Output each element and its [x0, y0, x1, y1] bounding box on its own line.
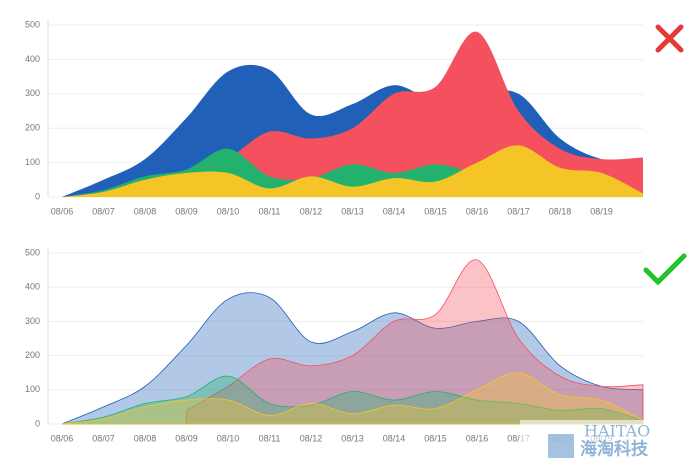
y-tick-label: 500 — [25, 19, 40, 29]
x-tick-label: 08/10 — [217, 206, 240, 216]
y-tick-label: 400 — [25, 282, 40, 292]
x-tick-label: 08/17 — [507, 433, 530, 443]
x-tick-label: 08/15 — [424, 433, 447, 443]
x-tick-label: 08/14 — [383, 433, 406, 443]
x-tick-label: 08/14 — [383, 206, 406, 216]
x-tick-label: 08/09 — [175, 433, 198, 443]
x-tick-label: 08/11 — [259, 206, 281, 216]
watermark: HAITAO 海淘科技 — [520, 420, 685, 462]
y-tick-label: 100 — [25, 384, 40, 394]
x-tick-label: 08/18 — [549, 206, 572, 216]
y-tick-label: 400 — [25, 54, 40, 64]
watermark-latin: HAITAO — [584, 422, 650, 441]
y-tick-label: 200 — [25, 123, 40, 133]
wrong-icon — [655, 24, 684, 53]
area — [186, 259, 644, 425]
x-tick-label: 08/09 — [175, 206, 198, 216]
x-tick-label: 08/08 — [134, 433, 157, 443]
x-tick-label: 08/12 — [300, 206, 323, 216]
y-tick-label: 300 — [25, 316, 40, 326]
x-tick-label: 08/07 — [92, 433, 115, 443]
correct-icon — [643, 253, 687, 286]
x-tick-label: 08/11 — [259, 433, 281, 443]
chart: 0 100 200 300 400 500 08/06 08/07 08/08 08/09 08/1… — [25, 247, 644, 443]
watermark-chinese: 海淘科技 — [580, 439, 649, 460]
y-tick-label: 0 — [35, 191, 40, 201]
x-tick-label: 08/16 — [466, 433, 489, 443]
x-tick-label: 08/06 — [51, 206, 74, 216]
x-tick-label: 08/08 — [134, 206, 157, 216]
y-tick-label: 0 — [35, 418, 40, 428]
y-tick-label: 100 — [25, 157, 40, 167]
area — [61, 292, 644, 425]
x-tick-label: 08/15 — [424, 206, 447, 216]
x-tick-label: 08/17 — [507, 206, 530, 216]
area — [62, 145, 643, 197]
x-tick-label: 08/13 — [341, 206, 364, 216]
y-tick-label: 300 — [25, 88, 40, 98]
y-tick-label: 200 — [25, 350, 40, 360]
x-tick-label: 08/13 — [341, 433, 364, 443]
x-tick-label: 08/07 — [92, 206, 115, 216]
chart: 0 100 200 300 400 500 08/06 08/07 08/08 08/09 08/1… — [25, 19, 643, 216]
x-tick-label: 08/16 — [466, 206, 489, 216]
x-tick-label: 08/10 — [217, 433, 240, 443]
x-tick-label: 08/12 — [300, 433, 323, 443]
y-tick-label: 500 — [25, 247, 40, 257]
area — [61, 375, 644, 425]
x-tick-label: 08/06 — [51, 433, 74, 443]
area — [61, 372, 644, 425]
x-tick-label: 08/19 — [590, 206, 613, 216]
